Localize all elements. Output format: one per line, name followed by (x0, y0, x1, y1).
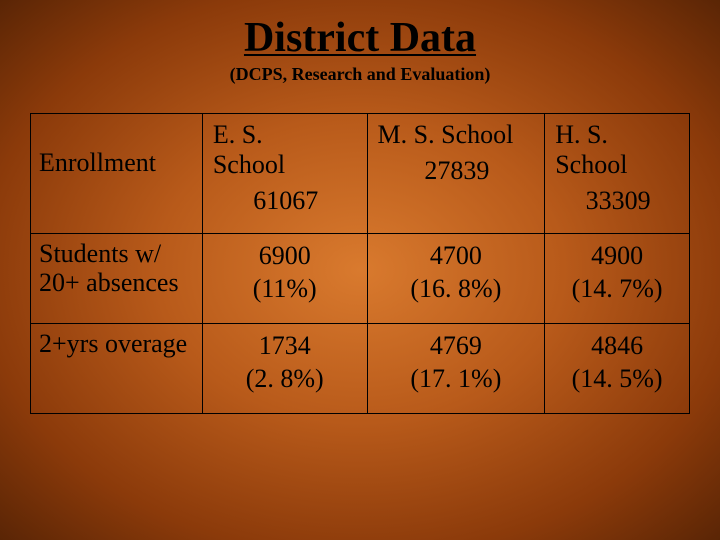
district-data-table: Enrollment E. S.School 61067 M. S. Schoo… (30, 113, 690, 414)
absences-es-n: 6900 (259, 241, 311, 270)
absences-ms-p: (16. 8%) (410, 274, 501, 303)
overage-es-p: (2. 8%) (246, 364, 324, 393)
overage-ms-p: (17. 1%) (410, 364, 501, 393)
absences-ms-n: 4700 (430, 241, 482, 270)
absences-hs: 4900 (14. 7%) (545, 234, 690, 324)
overage-es: 1734 (2. 8%) (202, 324, 367, 414)
enrollment-es: 61067 (213, 180, 359, 216)
absences-hs-n: 4900 (591, 241, 643, 270)
overage-es-n: 1734 (259, 331, 311, 360)
page-subtitle: (DCPS, Research and Evaluation) (0, 64, 720, 85)
absences-ms: 4700 (16. 8%) (367, 234, 545, 324)
table-row: Enrollment E. S.School 61067 M. S. Schoo… (31, 114, 690, 234)
row-label-overage: 2+yrs overage (31, 324, 203, 414)
absences-es-p: (11%) (253, 274, 317, 303)
enrollment-ms: 27839 (378, 150, 537, 186)
table-row: Students w/ 20+ absences 6900 (11%) 4700… (31, 234, 690, 324)
col-header-es: E. S.School 61067 (202, 114, 367, 234)
overage-hs-n: 4846 (591, 331, 643, 360)
enrollment-hs: 33309 (555, 180, 681, 216)
row-label-absences: Students w/ 20+ absences (31, 234, 203, 324)
row-label-enrollment: Enrollment (31, 114, 203, 234)
overage-ms-n: 4769 (430, 331, 482, 360)
page-title: District Data (0, 0, 720, 62)
overage-hs-p: (14. 5%) (572, 364, 663, 393)
enrollment-label: Enrollment (39, 148, 156, 177)
absences-hs-p: (14. 7%) (572, 274, 663, 303)
col-header-hs: H. S.School 33309 (545, 114, 690, 234)
overage-hs: 4846 (14. 5%) (545, 324, 690, 414)
table-row: 2+yrs overage 1734 (2. 8%) 4769 (17. 1%)… (31, 324, 690, 414)
absences-es: 6900 (11%) (202, 234, 367, 324)
col-header-ms: M. S. School 27839 (367, 114, 545, 234)
ms-label: M. S. School (378, 120, 537, 150)
overage-ms: 4769 (17. 1%) (367, 324, 545, 414)
